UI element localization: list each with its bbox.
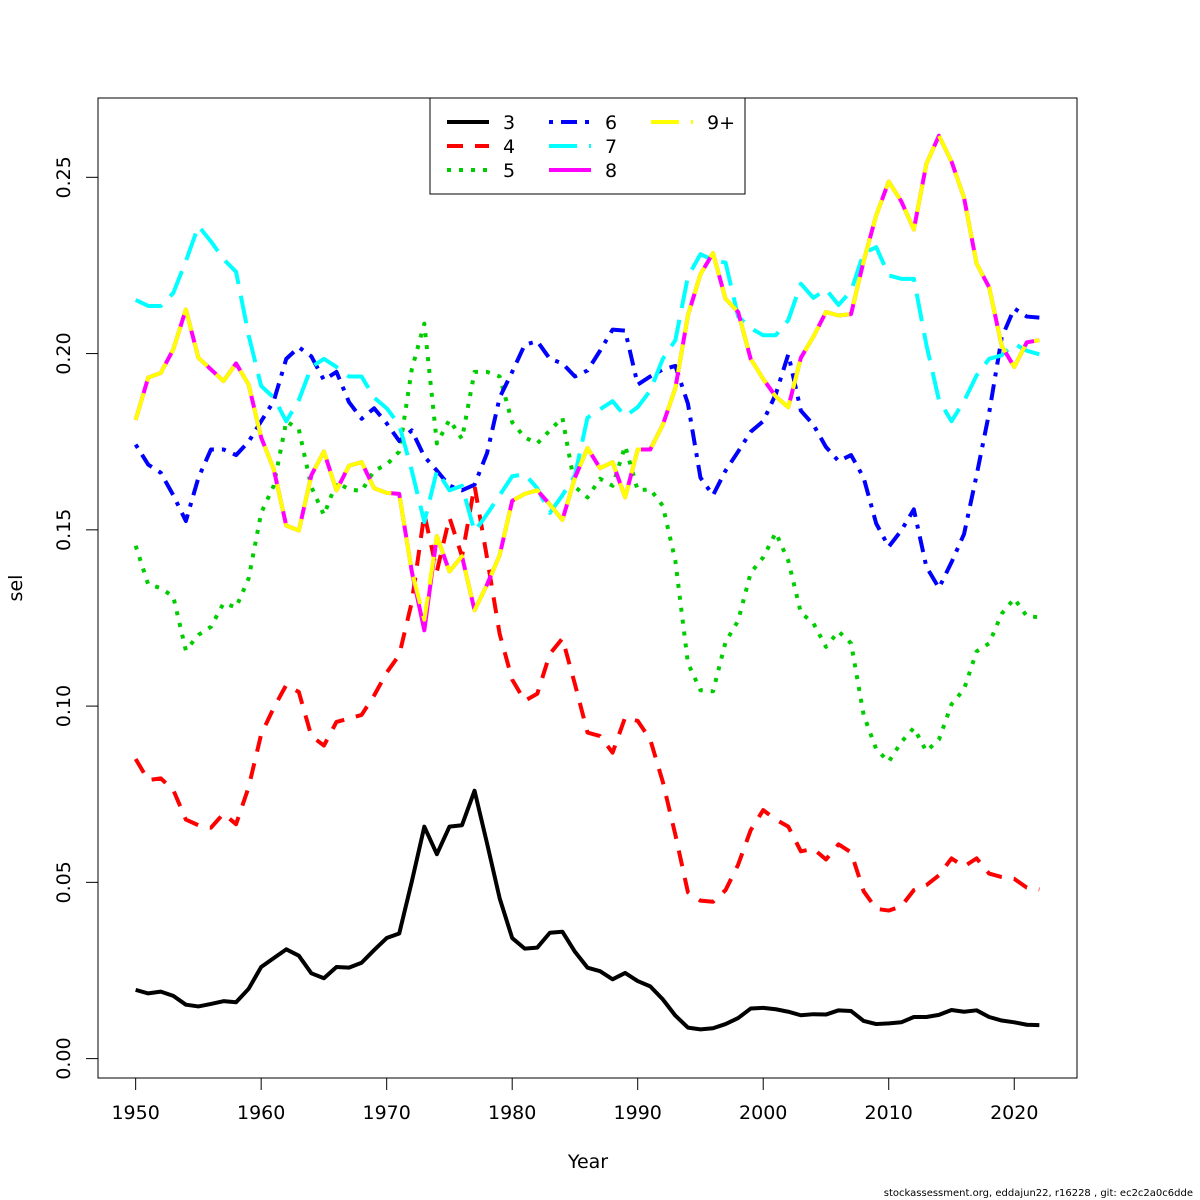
plot-frame: [97, 97, 1078, 1079]
legend-label-7: 7: [605, 136, 617, 158]
legend-label-6: 6: [605, 112, 617, 134]
x-tick-label: 1970: [362, 1102, 410, 1124]
x-axis-title: Year: [567, 1151, 608, 1173]
y-tick-label: 0.00: [53, 1037, 75, 1079]
series-line-7: [134, 223, 1040, 534]
y-tick-label: 0.15: [53, 509, 75, 551]
footer-credit: stockassessment.org, eddajun22, r16228 ,…: [884, 1188, 1193, 1199]
y-tick-label: 0.10: [53, 685, 75, 727]
x-tick-label: 1980: [488, 1102, 536, 1124]
y-axis-title: sel: [5, 575, 27, 602]
legend-label-5: 5: [503, 160, 515, 182]
y-tick-label: 0.25: [53, 156, 75, 198]
x-tick-label: 2020: [990, 1102, 1038, 1124]
legend-label-8: 8: [605, 160, 617, 182]
legend: 345 678 9+: [429, 97, 746, 195]
legend-label-3: 3: [503, 112, 515, 134]
y-tick-label: 0.05: [53, 861, 75, 903]
series-line-5: [133, 321, 1040, 764]
x-tick-label: 2000: [739, 1102, 787, 1124]
series-line-6: [133, 306, 1040, 590]
x-tick-label: 1990: [614, 1102, 662, 1124]
legend-box: [429, 97, 746, 195]
legend-label-4: 4: [503, 136, 515, 158]
x-tick-label: 1960: [237, 1102, 285, 1124]
series-line-9plus: [133, 133, 1040, 622]
series-line-4: [133, 483, 1040, 913]
y-axis: 0.00 0.05 0.10 0.15 0.20 0.25: [53, 156, 99, 1080]
y-tick-label: 0.20: [53, 332, 75, 374]
x-tick-label: 2010: [865, 1102, 913, 1124]
x-tick-label: 1950: [111, 1102, 159, 1124]
x-axis: 1950 1960 1970 1980 1990 2000 2010 2020: [111, 1077, 1038, 1124]
legend-label-9plus: 9+: [707, 112, 735, 134]
series-line-3: [135, 788, 1040, 1032]
